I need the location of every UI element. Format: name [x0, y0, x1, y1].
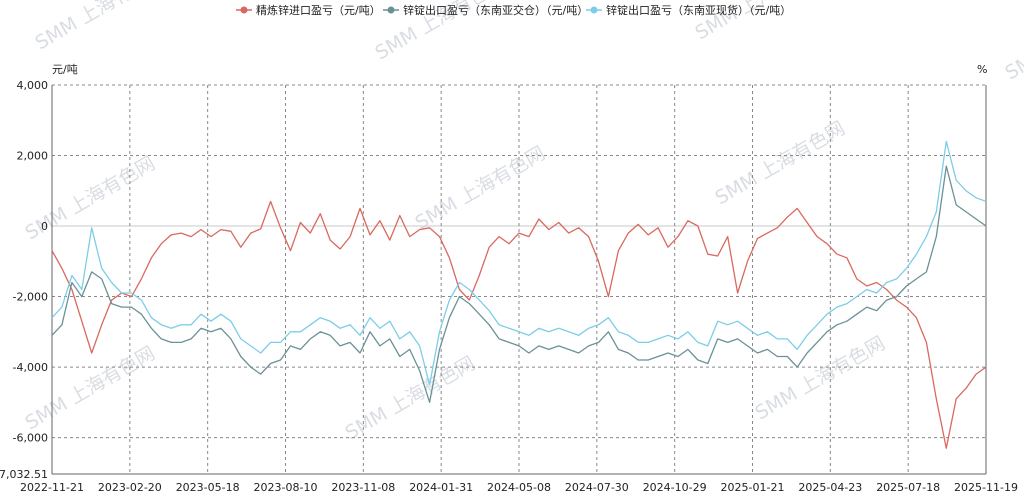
y-tick-label: 4,000 — [17, 79, 49, 92]
watermark-text: SMM 上海有色网 — [752, 332, 889, 424]
x-tick-label: 2024-05-08 — [487, 481, 551, 494]
legend-label: 精炼锌进口盈亏（元/吨） — [256, 3, 381, 17]
x-tick-label: 2023-08-10 — [254, 481, 318, 494]
x-tick-label: 2024-01-31 — [409, 481, 473, 494]
watermark-text: SMM 上海有色网 — [412, 142, 549, 234]
x-tick-label: 2025-04-23 — [798, 481, 862, 494]
x-tick-label: 2022-11-21 — [20, 481, 84, 494]
x-tick-label: 2023-05-18 — [176, 481, 240, 494]
y-tick-label: -2,000 — [13, 291, 48, 304]
series-line-3 — [51, 140, 987, 386]
x-tick-label: 2023-11-08 — [331, 481, 395, 494]
y-unit-left: 元/吨 — [52, 63, 78, 76]
axes: 4,0002,0000-2,000-4,000-6,000-7,032.5120… — [0, 79, 1018, 494]
watermark-layer: SMM 上海有色网 SMM 上海有色网 SMM 上海有色网 SMM 上海有色网 SMM … — [22, 0, 1024, 444]
watermark-text: SMM 上海有色网 — [342, 352, 479, 444]
series-line-2 — [51, 165, 987, 403]
y-tick-label: -4,000 — [13, 361, 48, 374]
grid — [52, 84, 986, 474]
watermark-text: SMM 上海有色网 — [22, 342, 159, 434]
legend-swatch-marker — [387, 6, 395, 14]
watermark-text: SMM 上海有色网 — [1002, 0, 1024, 84]
x-tick-label: 2024-10-29 — [643, 481, 707, 494]
y-unit-right: % — [977, 63, 987, 76]
legend: 精炼锌进口盈亏（元/吨） 锌锭出口盈亏（东南亚交仓）（元/吨） 锌锭出口盈亏（东南亚… — [236, 3, 791, 17]
x-tick-label: 2025-01-21 — [721, 481, 785, 494]
legend-label: 锌锭出口盈亏（东南亚交仓）（元/吨） — [403, 3, 588, 17]
x-tick-label: 2025-07-18 — [876, 481, 940, 494]
watermark-text: SMM 上海有色网 — [32, 0, 169, 54]
y-tick-label: -7,032.51 — [0, 468, 48, 481]
watermark-text: SMM 上海有色网 — [712, 117, 849, 209]
y-tick-label: 0 — [41, 220, 48, 233]
legend-label: 锌锭出口盈亏（东南亚现货）（元/吨） — [606, 3, 791, 17]
y-tick-label: 2,000 — [17, 150, 49, 163]
x-tick-label: 2025-11-19 — [954, 481, 1018, 494]
legend-swatch-marker — [590, 6, 598, 14]
x-tick-label: 2023-02-20 — [98, 481, 162, 494]
series-layer — [51, 140, 987, 449]
y-tick-label: -6,000 — [13, 432, 48, 445]
x-tick-label: 2024-07-30 — [565, 481, 629, 494]
legend-swatch-marker — [240, 6, 248, 14]
series-line-1 — [51, 200, 987, 449]
